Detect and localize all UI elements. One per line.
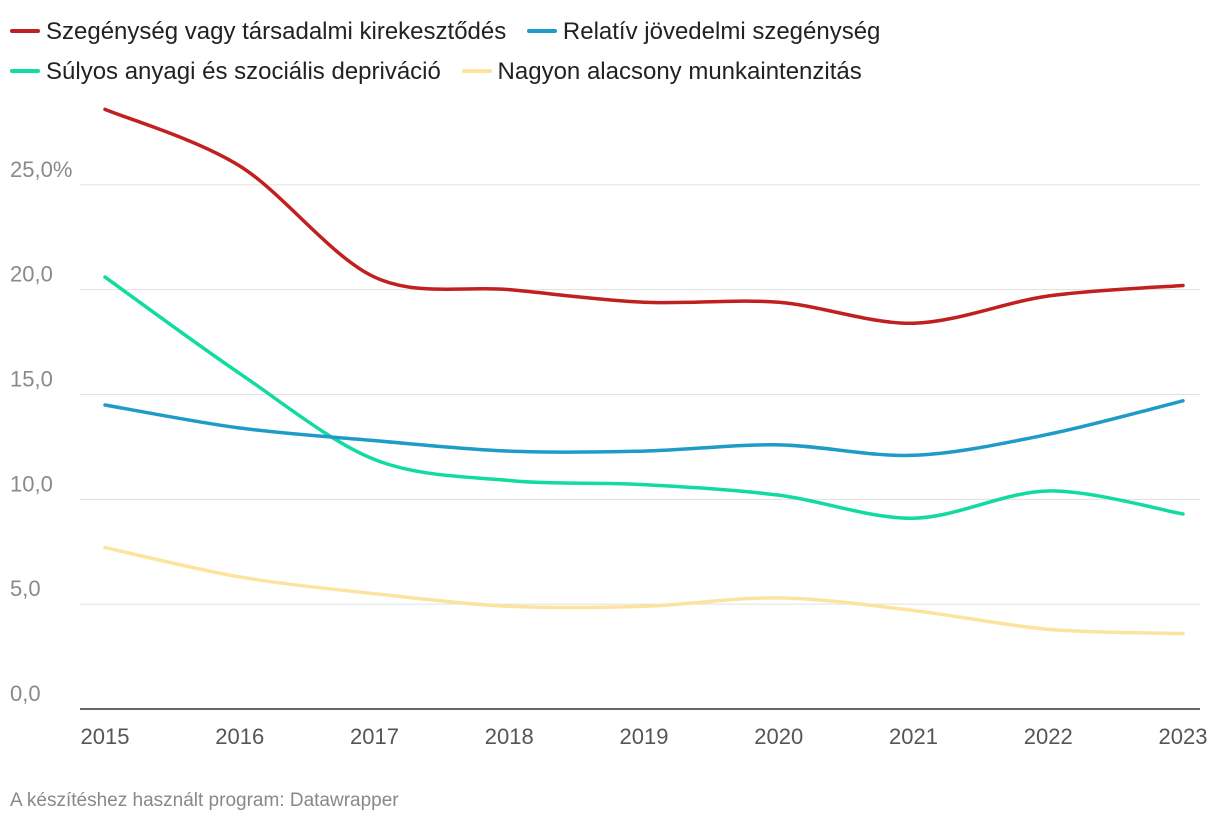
series-line-relative-income-poverty [103, 399, 1185, 458]
legend-item-relative-income-poverty: Relatív jövedelmi szegénység [526, 12, 881, 52]
x-tick-label: 2018 [485, 724, 534, 749]
series-line-poverty-exclusion [103, 107, 1185, 325]
footer-credit: A készítéshez használt program: Datawrap… [10, 790, 399, 811]
legend-swatch-severe-deprivation [10, 68, 40, 73]
line-chart: 0,0 5,0 10,0 15,0 20,0 25,0% 2015 2016 2017 2018 2… [10, 107, 1208, 749]
x-tick-label: 2019 [620, 724, 669, 749]
legend-item-severe-deprivation: Súlyos anyagi és szociális depriváció [10, 52, 441, 92]
legend-swatch-low-work-intensity [461, 68, 492, 73]
y-tick-label: 15,0 [10, 367, 53, 392]
y-tick-label: 5,0 [10, 576, 41, 601]
y-tick-label: 25,0% [10, 157, 72, 182]
chart-legend: Szegénység vagy társadalmi kirekesztődés… [10, 12, 1215, 92]
series-line-severe-deprivation [103, 275, 1185, 520]
legend-item-low-work-intensity: Nagyon alacsony munkaintenzitás [461, 52, 862, 92]
x-tick-label: 2021 [889, 724, 938, 749]
legend-label-severe-deprivation: Súlyos anyagi és szociális depriváció [46, 58, 441, 85]
x-tick-label: 2015 [81, 724, 130, 749]
legend-label-relative-income-poverty: Relatív jövedelmi szegénység [562, 18, 881, 45]
series-line-low-work-intensity [103, 545, 1185, 636]
legend-swatch-poverty-exclusion [10, 28, 40, 33]
y-tick-label: 10,0 [10, 471, 53, 496]
x-tick-label: 2017 [350, 724, 399, 749]
legend-swatch-relative-income-poverty [526, 28, 557, 33]
x-tick-label: 2023 [1159, 724, 1208, 749]
legend-label-poverty-exclusion: Szegénység vagy társadalmi kirekesztődés [46, 18, 507, 45]
y-tick-label: 0,0 [10, 681, 41, 706]
y-tick-label: 20,0 [10, 262, 53, 287]
legend-label-low-work-intensity: Nagyon alacsony munkaintenzitás [497, 58, 862, 85]
legend-item-poverty-exclusion: Szegénység vagy társadalmi kirekesztődés [10, 12, 506, 52]
x-tick-label: 2022 [1024, 724, 1073, 749]
x-tick-label: 2016 [215, 724, 264, 749]
x-tick-label: 2020 [754, 724, 803, 749]
